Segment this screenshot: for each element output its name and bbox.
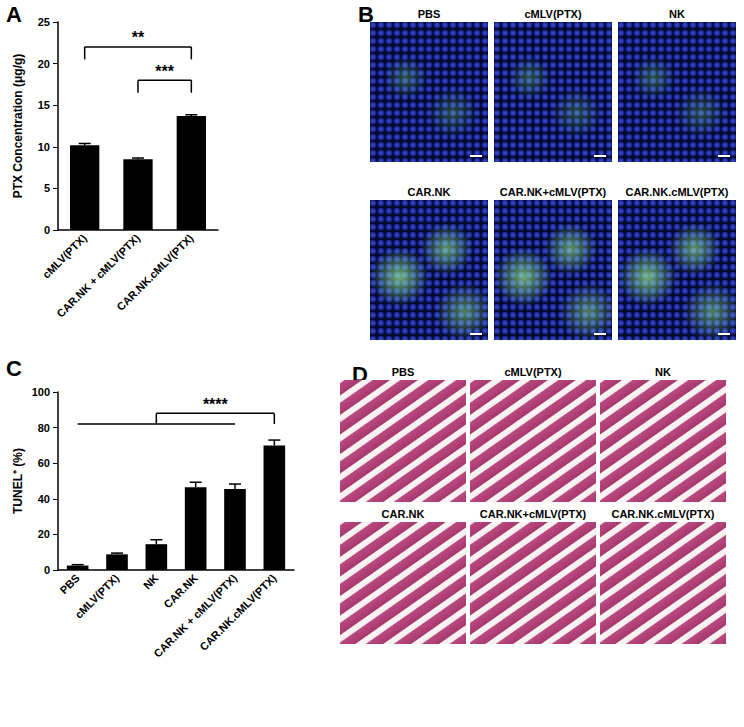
html-text:PBS: PBS [417, 8, 441, 20]
html-text:NK: NK [669, 8, 685, 20]
html-text:D: D [352, 362, 368, 387]
html-text:CAR.NK.cMLV(PTX): CAR.NK.cMLV(PTX) [611, 508, 715, 520]
svg-text:TUNEL⁺ (%): TUNEL⁺ (%) [11, 448, 25, 514]
svg-text:****: **** [203, 396, 229, 413]
svg-text:PTX Concentration (μg/g): PTX Concentration (μg/g) [11, 54, 25, 199]
svg-text:cMLV(PTX): cMLV(PTX) [72, 572, 121, 621]
html-text:cMLV(PTX): cMLV(PTX) [524, 8, 582, 20]
svg-text:PBS: PBS [57, 572, 81, 596]
svg-text:**: ** [132, 29, 145, 46]
svg-text:CAR.NK + cMLV(PTX): CAR.NK + cMLV(PTX) [151, 571, 240, 660]
html-text:PBS: PBS [391, 366, 415, 378]
html-text:CAR.NK+cMLV(PTX): CAR.NK+cMLV(PTX) [499, 186, 607, 198]
svg-text:CAR.NK.cMLV(PTX): CAR.NK.cMLV(PTX) [114, 232, 196, 314]
svg-text:20: 20 [38, 58, 50, 70]
svg-text:40: 40 [38, 493, 50, 505]
svg-text:5: 5 [44, 182, 50, 194]
svg-text:10: 10 [38, 141, 50, 153]
svg-text:CAR.NK.cMLV(PTX): CAR.NK.cMLV(PTX) [197, 572, 279, 654]
svg-text:NK: NK [141, 572, 161, 592]
html-text:cMLV(PTX): cMLV(PTX) [504, 366, 562, 378]
html-text:CAR.NK+cMLV(PTX): CAR.NK+cMLV(PTX) [479, 508, 587, 520]
svg-text:CAR.NK + cMLV(PTX): CAR.NK + cMLV(PTX) [54, 231, 143, 320]
html-text:CAR.NK.cMLV(PTX): CAR.NK.cMLV(PTX) [625, 186, 729, 198]
svg-text:cMLV(PTX): cMLV(PTX) [40, 232, 89, 281]
html-text:CAR.NK: CAR.NK [381, 508, 425, 520]
svg-text:***: *** [155, 63, 174, 80]
svg-text:20: 20 [38, 528, 50, 540]
html-text:CAR.NK: CAR.NK [407, 186, 451, 198]
svg-text:80: 80 [38, 422, 50, 434]
html-text:B: B [358, 2, 374, 27]
svg-text:25: 25 [38, 16, 50, 28]
svg-text:0: 0 [44, 224, 50, 236]
svg-text:15: 15 [38, 99, 50, 111]
svg-text:60: 60 [38, 457, 50, 469]
html-text:A: A [6, 2, 22, 27]
html-text:C: C [6, 356, 22, 381]
svg-text:100: 100 [32, 386, 50, 398]
html-text:NK: NK [655, 366, 671, 378]
svg-text:CAR.NK: CAR.NK [161, 572, 200, 611]
svg-text:0: 0 [44, 564, 50, 576]
